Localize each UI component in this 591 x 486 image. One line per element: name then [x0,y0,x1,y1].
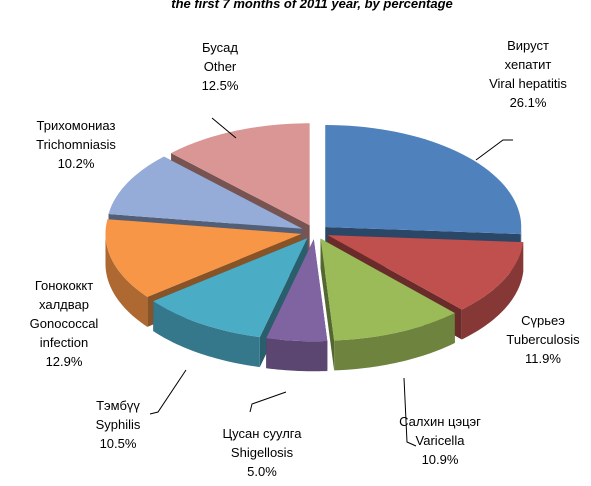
slice-top [153,238,308,338]
slice-top [266,239,328,342]
chart-title: the first 7 months of 2011 year, by perc… [171,0,453,11]
leader-line [403,377,417,447]
pie [105,123,524,372]
slice-label: Other [204,59,237,74]
value-label: 10.9% [422,452,459,467]
labels: Вируст хепатит Viral hepatitis 26.1% Сүрьеэ T… [30,38,580,479]
slice [266,239,328,372]
slice-label: Trichomniasis [36,137,116,152]
slice-label: халдвар [39,297,89,312]
slice-label: Viral hepatitis [489,76,567,91]
slice-side [105,233,148,327]
value-label: 10.2% [58,156,95,171]
slice-top [320,238,455,341]
slice-label: Syphilis [96,417,141,432]
slice-top [171,123,310,226]
slice-label: Shigellosis [231,445,294,460]
slice-label: Gonococcal [30,316,99,331]
slice-side [153,301,260,368]
value-label: 12.9% [46,354,83,369]
value-label: 5.0% [247,464,277,479]
slice-side [320,238,335,371]
slice-label: Бусад [202,40,238,55]
value-label: 11.9% [525,351,561,366]
slice-label: Гонококкт [35,278,93,293]
leader-line [211,117,237,139]
slice-label: хепатит [505,57,552,72]
slice-top [327,235,524,310]
value-label: 12.5% [202,78,239,93]
slice-top [105,219,302,297]
slice-top [325,125,522,235]
slice-side [266,338,328,372]
slice-label: Tuberculosis [506,332,580,347]
slice-label: Цусан суулга [223,426,303,441]
leader-line [149,369,187,415]
slice-side [461,242,524,340]
leader-line [475,139,513,161]
slice-label: Сүрьеэ [521,313,565,328]
slice-top [108,156,303,229]
value-label: 10.5% [100,436,137,451]
slice-label: infection [40,335,88,350]
slice-label: Трихомониаз [37,118,116,133]
leader-line [249,391,287,413]
slice-label: Varicella [416,433,466,448]
value-label: 26.1% [510,95,547,110]
slice-label: Тэмбүү [96,398,140,413]
slice-label: Вируст [507,38,549,53]
slice-side [334,313,455,371]
slice [320,238,455,371]
slice-label: Салхин цэцэг [399,414,481,429]
